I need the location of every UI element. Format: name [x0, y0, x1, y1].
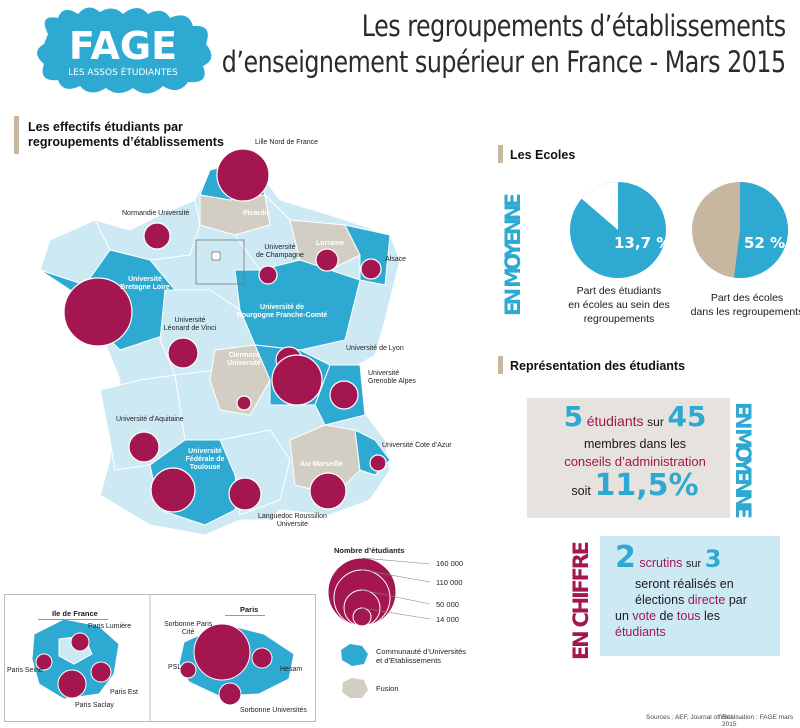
bubble-lorraine [315, 248, 339, 272]
label-paris-est: Paris Est [110, 689, 139, 696]
bubble-cote-azur [369, 454, 387, 472]
rep-box-2-text: 2 scrutins sur 3 seront réalisés en élec… [615, 540, 747, 640]
label-normandie: Normandie Université [122, 210, 190, 217]
bubble-toulouse [150, 467, 196, 513]
label-lille: Lille Nord de France [255, 139, 319, 146]
label-languedoc: Languedoc Roussillon Universite [258, 513, 327, 528]
label-lyon: Université de Lyon [346, 345, 404, 352]
title-line-2: d’enseignement supérieur en France - Mar… [222, 45, 786, 79]
paris-title: Paris [240, 605, 259, 614]
rep-heading: Représentation des étudiants [510, 359, 686, 373]
rep-vertical-2: EN CHIFFRE [560, 536, 596, 660]
svg-text:EN MOYENNE: EN MOYENNE [731, 402, 755, 520]
legend-comue: Communauté d’Universités et d’Etablisseme… [376, 647, 467, 665]
title-line-1: Les regroupements d’établissements [362, 9, 786, 43]
label-bretagne: Université Bretagne Loire [120, 276, 170, 291]
ecoles-heading: Les Ecoles [510, 148, 576, 162]
bubble-lyon [271, 354, 323, 406]
pie-etudiants: 13,7 % [570, 182, 668, 278]
bubble-bretagne [63, 277, 133, 347]
bubble-vinci [167, 337, 199, 369]
label-bourgogne: Université de Bourgogne Franche-Comté [236, 304, 328, 319]
label-sorbonne-cite: Sorbonne Paris Cité [164, 621, 213, 636]
bubble-clermont [236, 395, 252, 411]
label-aquitaine: Université d’Aquitaine [116, 416, 184, 423]
label-picardie: Picardie [243, 210, 271, 217]
legend-bubbles [327, 557, 431, 627]
pie2-value: 52 % [744, 234, 785, 252]
ecoles-vertical: EN MOYENNE [492, 186, 532, 316]
label-aix: Aix Marseille [300, 461, 343, 468]
france-map [39, 148, 401, 536]
legend-title: Nombre d’étudiants [334, 546, 405, 555]
map-heading: Les effectifs étudiants par regroupement… [28, 120, 224, 150]
idf-title: Ile de France [52, 609, 98, 618]
label-hesam: Hesam [280, 666, 303, 673]
bubble-aquitaine [128, 431, 160, 463]
svg-text:EN CHIFFRE: EN CHIFFRE [569, 540, 593, 660]
bubble-lille [216, 148, 270, 202]
label-cote-azur: Université Cote d’Azur [382, 442, 452, 449]
pie1-caption: Part des étudiants en écoles au sein des r… [568, 285, 670, 325]
legend-val-2: 110 000 [436, 578, 463, 587]
rep-bar [498, 356, 503, 374]
fage-logo: FAGE LES ASSOS ÉTUDIANTES [37, 7, 212, 94]
bubble-aix [309, 472, 347, 510]
footer-realisation: Réalisation : FAGE mars 2015 [722, 714, 794, 728]
label-paris-seine: Paris Seine [7, 667, 43, 674]
bubble-languedoc [228, 477, 262, 511]
bubble-grenoble [329, 380, 359, 410]
legend-swatches [341, 644, 368, 698]
label-grenoble: Université Grenoble Alpes [368, 370, 416, 385]
map-heading-line-2: regroupements d’établissements [28, 135, 224, 149]
legend-val-4: 14 000 [436, 615, 459, 624]
label-psl: PSL [168, 664, 182, 671]
paris-title-rule [225, 615, 265, 616]
label-toulouse: Université Fédérale de Toulouse [185, 448, 225, 471]
logo-text: FAGE [69, 24, 177, 68]
label-paris-saclay: Paris Saclay [75, 702, 114, 709]
map-heading-line-1: Les effectifs étudiants par [28, 120, 183, 134]
rep-vertical-1: EN MOYENNE [728, 400, 762, 520]
legend-val-1: 160 000 [436, 559, 464, 568]
label-clermont: Clermont Université [227, 352, 261, 367]
bubble-champagne [258, 265, 278, 285]
insets-frame [4, 594, 316, 722]
bubble-alsace [360, 258, 382, 280]
legend-fusion: Fusion [376, 684, 399, 693]
label-vinci: Université Léonard de Vinci [163, 317, 217, 332]
label-alsace: Alsace [385, 256, 407, 263]
footer-sources: Sources : AEF, Journal officiel [646, 714, 732, 721]
pie2-caption: Part des écoles dans les regroupements [690, 292, 800, 318]
bubble-normandie [143, 222, 171, 250]
rep-box-1-text: 5 étudiants sur 45 membres dans les cons… [563, 400, 707, 503]
idf-title-rule [38, 619, 108, 620]
heading-bar [14, 116, 19, 154]
label-sorbonne-univ: Sorbonne Universités [240, 707, 307, 714]
label-lorraine: Lorraine [316, 240, 345, 247]
rep-box-2 [600, 536, 780, 656]
logo-sub: LES ASSOS ÉTUDIANTES [68, 66, 178, 78]
label-paris-lumiere: Paris Lumière [88, 623, 132, 630]
legend-val-3: 50 000 [436, 600, 459, 609]
pie-ecoles: 52 % [692, 182, 788, 278]
label-champagne: Université de Champagne [256, 244, 304, 259]
ecoles-bar [498, 145, 503, 163]
pie1-value: 13,7 % [614, 234, 668, 252]
page-title: Les regroupements d’établissements d’ens… [222, 8, 786, 80]
svg-text:EN MOYENNE: EN MOYENNE [501, 192, 525, 316]
rep-box-1 [527, 398, 730, 518]
